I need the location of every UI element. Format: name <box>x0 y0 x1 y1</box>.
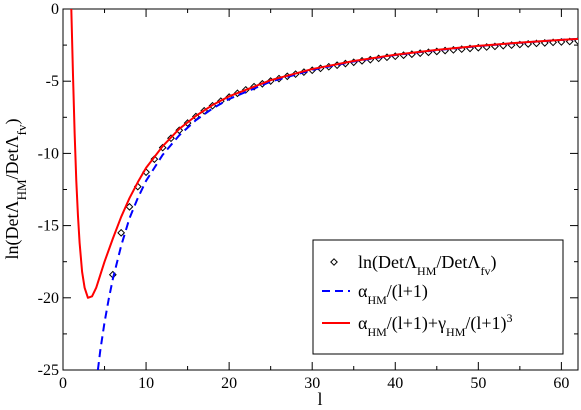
legend-label-part: HM <box>367 325 387 339</box>
y-tick-label: 0 <box>51 1 59 18</box>
legend-label-part: /(l+1) <box>465 313 506 334</box>
ticks: 0 10 20 30 40 50 60 0 -5 -10 -15 -20 -25 <box>38 1 578 392</box>
x-tick-label: 40 <box>387 375 403 392</box>
legend-label-part: Λ <box>467 252 480 272</box>
legend-label-part: /(l+1) <box>387 281 428 302</box>
y-tick-label: -20 <box>38 290 59 307</box>
x-axis-title: l <box>317 389 322 409</box>
legend-label-part: fv <box>480 264 490 278</box>
y-tick-label: -15 <box>38 218 59 235</box>
legend-label-part: HM <box>367 293 387 307</box>
x-tick-label: 0 <box>59 375 67 392</box>
legend-box <box>312 239 564 355</box>
legend-label-1: αHM/(l+1) <box>358 281 428 307</box>
y-tick-label: -25 <box>38 362 59 379</box>
legend-label-part: HM <box>417 264 437 278</box>
y-axis-title-part: fv <box>14 124 29 135</box>
legend-label-part: ) <box>490 252 496 273</box>
legend-label-part: γ <box>437 313 446 333</box>
legend-label-2: αHM/(l+1)+γHM/(l+1)3 <box>358 311 513 339</box>
legend-label-0: ln(DetΛHM/DetΛfv) <box>358 252 496 278</box>
x-tick-label: 20 <box>221 375 237 392</box>
legend-label-part: Λ <box>404 252 417 272</box>
x-tick-label: 30 <box>304 375 320 392</box>
y-axis-title-part: Λ <box>2 200 22 213</box>
legend-label-part: HM <box>446 325 466 339</box>
legend-swatch-0 <box>330 258 338 266</box>
data-point <box>117 228 126 237</box>
series-layer <box>70 9 578 370</box>
y-tick-label: -10 <box>38 145 59 162</box>
y-axis-title-part: Λ <box>2 135 22 148</box>
y-axis-title-part: HM <box>14 179 29 200</box>
legend-label-part: /(l+1)+ <box>387 313 438 334</box>
legend-label-part: α <box>358 313 368 333</box>
legend-label-part: /Det <box>436 252 467 272</box>
legend-label-part: α <box>358 281 368 301</box>
legend-label-part: 3 <box>507 311 513 325</box>
y-axis-title-part: ln(Det <box>2 213 23 259</box>
data-point <box>125 202 134 211</box>
x-tick-label: 50 <box>470 375 486 392</box>
legend-label-part: ln(Det <box>358 252 404 273</box>
series-line-1 <box>96 37 578 370</box>
y-axis-title-part: /Det <box>2 148 22 179</box>
x-tick-label: 60 <box>553 375 569 392</box>
legend: ln(DetΛHM/DetΛfv)αHM/(l+1)αHM/(l+1)+γHM/… <box>312 239 564 355</box>
y-axis-title: ln(DetΛHM/DetΛfv) <box>2 119 29 260</box>
y-axis-title-part: ) <box>2 119 23 125</box>
series-line-2 <box>70 9 578 299</box>
y-tick-label: -5 <box>46 73 59 90</box>
x-tick-label: 10 <box>138 375 154 392</box>
